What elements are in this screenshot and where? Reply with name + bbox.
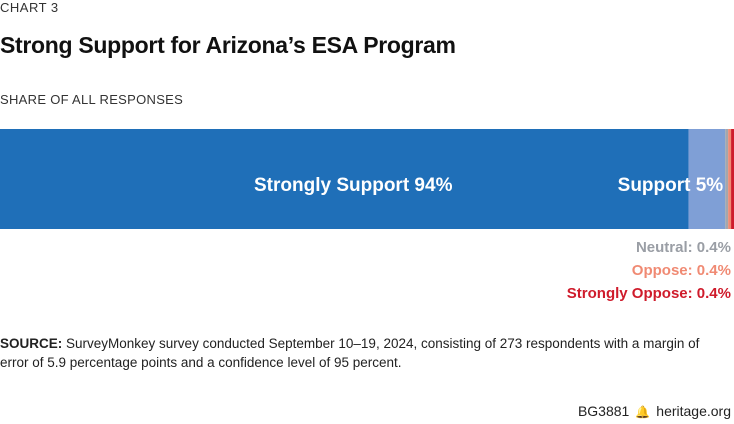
bell-icon: 🔔: [635, 405, 651, 419]
chart-title: Strong Support for Arizona’s ESA Program: [0, 32, 456, 58]
label-strongly-oppose: Strongly Oppose: 0.4%: [566, 285, 731, 302]
source-label: SOURCE:: [0, 336, 63, 351]
chart-subtitle: SHARE OF ALL RESPONSES: [0, 92, 184, 107]
bar-label-support: Support 5%: [618, 175, 724, 196]
bar-segment-strongly-oppose: [731, 129, 734, 229]
source-text: SurveyMonkey survey conducted September …: [0, 336, 700, 370]
bar-segment-neutral: [725, 129, 729, 229]
bar-label-strongly-support: Strongly Support 94%: [254, 175, 453, 196]
source-note: SOURCE: SurveyMonkey survey conducted Se…: [0, 334, 720, 372]
footer-site-link[interactable]: heritage.org: [656, 403, 731, 419]
bar-segment-strongly-support: [0, 129, 689, 229]
label-oppose: Oppose: 0.4%: [631, 262, 731, 279]
footer: BG3881 🔔 heritage.org: [578, 403, 731, 419]
stacked-bar-chart: Strongly Support 94% Support 5%: [0, 129, 734, 229]
chart-label: CHART 3: [0, 0, 59, 15]
label-neutral: Neutral: 0.4%: [635, 239, 731, 256]
report-code: BG3881: [577, 403, 630, 419]
bar-segment-oppose: [728, 129, 732, 229]
bar-segment-support: [688, 129, 726, 229]
